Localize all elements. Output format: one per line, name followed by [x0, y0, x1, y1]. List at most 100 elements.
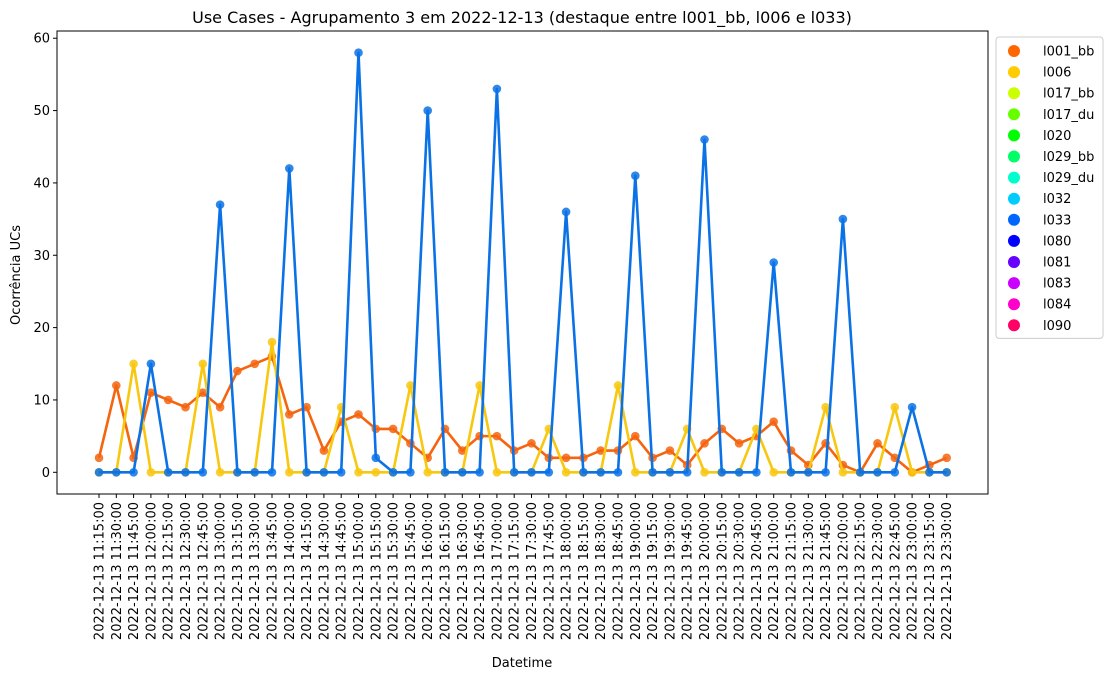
point-l033-43: [838, 214, 848, 224]
point-l001_bb-3: [146, 388, 156, 398]
point-l006-19: [423, 467, 433, 477]
point-l006-31: [631, 467, 640, 477]
legend-label-l083: l083: [1043, 277, 1071, 292]
legend-label-l029_du: l029_du: [1043, 171, 1094, 186]
point-l001_bb-8: [233, 366, 242, 376]
x-tick-label-6: 2022-12-13 12:45:00: [196, 502, 211, 640]
point-l033-44: [855, 467, 865, 477]
point-l001_bb-1: [112, 381, 121, 390]
point-l033-6: [198, 467, 208, 477]
point-l033-42: [821, 467, 830, 477]
point-l033-35: [700, 135, 709, 144]
x-tick-label-48: 2022-12-13 23:15:00: [923, 502, 938, 640]
x-tick-label-38: 2022-12-13 20:45:00: [750, 502, 765, 640]
point-l001_bb-35: [700, 439, 709, 448]
point-l006-46: [890, 402, 900, 412]
x-tick-label-39: 2022-12-13 21:00:00: [767, 502, 782, 640]
chart-title: Use Cases - Agrupamento 3 em 2022-12-13 …: [192, 8, 852, 28]
x-tick-label-30: 2022-12-13 18:45:00: [612, 502, 627, 640]
point-l033-23: [492, 84, 502, 94]
point-l001_bb-31: [631, 431, 640, 441]
x-tick-label-33: 2022-12-13 19:30:00: [663, 502, 678, 640]
x-tick-label-9: 2022-12-13 13:30:00: [248, 502, 263, 640]
point-l033-7: [215, 200, 225, 209]
legend-marker-l032: [1008, 192, 1020, 205]
x-tick-label-41: 2022-12-13 21:30:00: [802, 502, 817, 640]
x-tick-label-23: 2022-12-13 17:00:00: [490, 502, 505, 640]
point-l033-19: [423, 106, 433, 115]
legend-marker-l020: [1008, 129, 1020, 142]
x-axis-title: Datetime: [492, 656, 552, 671]
legend-label-l084: l084: [1043, 298, 1071, 313]
point-l001_bb-37: [734, 439, 744, 448]
x-tick-label-14: 2022-12-13 14:45:00: [335, 502, 350, 640]
legend-marker-l029_bb: [1008, 150, 1020, 163]
x-tick-label-28: 2022-12-13 18:15:00: [577, 502, 592, 640]
point-l033-24: [509, 467, 519, 477]
point-l033-15: [354, 48, 363, 58]
point-l033-41: [804, 467, 813, 477]
x-tick-label-25: 2022-12-13 17:30:00: [525, 502, 540, 640]
point-l006-10: [267, 337, 277, 347]
point-l033-22: [475, 467, 484, 477]
x-tick-label-26: 2022-12-13 17:45:00: [542, 502, 557, 640]
x-tick-label-17: 2022-12-13 15:30:00: [387, 502, 402, 640]
point-l033-31: [631, 171, 640, 180]
x-tick-label-3: 2022-12-13 12:00:00: [144, 502, 159, 640]
point-l001_bb-7: [215, 402, 225, 412]
point-l033-12: [302, 467, 311, 477]
series-line-l033: [99, 51, 947, 474]
point-l001_bb-39: [769, 417, 778, 426]
point-l033-2: [129, 467, 138, 477]
point-l033-9: [250, 467, 259, 477]
x-tick-label-22: 2022-12-13 16:45:00: [473, 502, 488, 640]
point-l006-47: [907, 467, 917, 477]
x-tick-label-7: 2022-12-13 13:00:00: [214, 502, 229, 640]
legend-marker-l006: [1008, 66, 1020, 79]
point-l033-32: [648, 467, 657, 477]
legend-marker-l090: [1008, 319, 1020, 332]
point-l033-8: [233, 467, 242, 477]
x-tick-label-11: 2022-12-13 14:00:00: [283, 502, 298, 640]
y-tick-label-5: 50: [33, 104, 50, 119]
x-tick-label-40: 2022-12-13 21:15:00: [785, 502, 800, 640]
legend-marker-l081: [1008, 256, 1020, 268]
x-tick-label-32: 2022-12-13 19:15:00: [646, 502, 661, 640]
point-l033-40: [786, 467, 796, 477]
x-tick-label-4: 2022-12-13 12:15:00: [162, 502, 177, 640]
point-l006-11: [285, 467, 294, 477]
point-l006-16: [371, 467, 381, 477]
x-tick-label-44: 2022-12-13 22:15:00: [854, 502, 869, 640]
point-l001_bb-33: [665, 446, 675, 455]
point-l033-21: [458, 467, 467, 477]
x-tick-label-13: 2022-12-13 14:30:00: [317, 502, 332, 640]
legend-label-l001_bb: l001_bb: [1043, 45, 1094, 60]
point-l033-20: [440, 467, 450, 477]
legend-label-l017_du: l017_du: [1043, 108, 1094, 123]
point-l033-26: [544, 467, 554, 477]
point-l001_bb-27: [561, 453, 571, 463]
legend-marker-l017_du: [1008, 108, 1020, 121]
axes-frame: [56, 30, 989, 495]
point-l033-45: [873, 467, 882, 477]
point-l033-28: [579, 467, 588, 477]
point-l033-13: [319, 467, 329, 477]
point-l033-34: [682, 467, 692, 477]
legend-label-l080: l080: [1043, 234, 1071, 249]
point-l001_bb-29: [596, 446, 605, 455]
point-l001_bb-15: [354, 410, 363, 419]
point-l006-6: [198, 359, 208, 369]
point-l006-39: [769, 467, 778, 477]
x-tick-label-31: 2022-12-13 19:00:00: [629, 502, 644, 640]
y-tick-label-0: 0: [42, 466, 50, 481]
x-tick-label-20: 2022-12-13 16:15:00: [439, 502, 454, 640]
point-l006-3: [146, 467, 156, 477]
legend-label-l029_bb: l029_bb: [1043, 150, 1094, 165]
point-l001_bb-4: [163, 395, 173, 405]
series-l033: [94, 48, 951, 477]
x-tick-label-8: 2022-12-13 13:15:00: [231, 502, 246, 640]
point-l006-15: [354, 467, 363, 477]
legend: l001_bb l006 l017_bb l017_du l020 l029_bb l029…: [995, 36, 1104, 339]
point-l001_bb-12: [302, 402, 311, 412]
x-tick-label-37: 2022-12-13 20:30:00: [733, 502, 748, 640]
